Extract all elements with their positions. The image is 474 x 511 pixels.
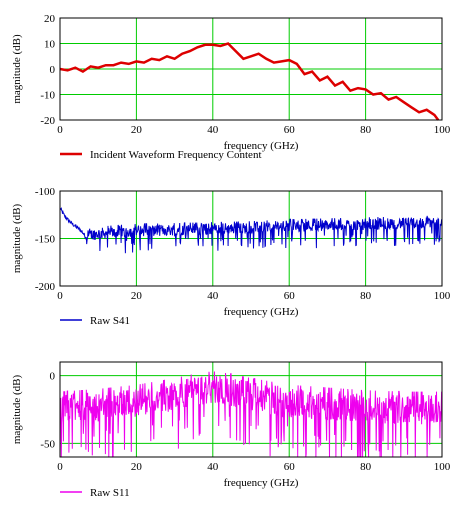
x-tick-label: 0	[57, 461, 63, 473]
legend-label: Raw S11	[90, 487, 130, 499]
series-line-s11	[59, 371, 443, 458]
x-tick-label: 20	[131, 461, 143, 473]
x-tick-label: 80	[360, 290, 372, 302]
y-tick-label: -200	[35, 281, 56, 293]
x-axis-label: frequency (GHz)	[224, 306, 299, 318]
x-tick-label: 100	[434, 290, 451, 302]
y-tick-label: -100	[35, 186, 56, 198]
x-axis-label: frequency (GHz)	[224, 140, 299, 152]
x-tick-label: 100	[434, 461, 451, 473]
x-tick-label: 80	[360, 124, 372, 136]
series-line-s41	[59, 207, 443, 254]
x-tick-label: 100	[434, 124, 451, 136]
y-tick-label: 0	[50, 371, 56, 383]
x-tick-label: 40	[207, 461, 219, 473]
legend-label: Raw S41	[90, 315, 130, 327]
x-tick-label: 40	[207, 124, 219, 136]
legend-label: Incident Waveform Frequency Content	[90, 149, 262, 161]
y-axis-label: magnitude (dB)	[11, 34, 23, 104]
x-tick-label: 60	[284, 290, 296, 302]
x-tick-label: 20	[131, 290, 143, 302]
y-tick-label: 0	[50, 64, 56, 76]
x-tick-label: 20	[131, 124, 143, 136]
plot-frame	[59, 17, 443, 121]
y-tick-label: -150	[35, 234, 56, 246]
y-axis-label: magnitude (dB)	[11, 203, 23, 273]
x-tick-label: 60	[284, 124, 296, 136]
x-tick-label: 60	[284, 461, 296, 473]
y-tick-label: -20	[40, 115, 55, 127]
x-axis-label: frequency (GHz)	[224, 477, 299, 489]
x-tick-label: 40	[207, 290, 219, 302]
y-tick-label: 20	[44, 13, 56, 25]
x-tick-label: 0	[57, 124, 63, 136]
y-tick-label: -50	[40, 438, 55, 450]
y-tick-label: 10	[44, 39, 56, 51]
x-tick-label: 80	[360, 461, 372, 473]
series-line-incident	[59, 42, 440, 121]
y-axis-label: magnitude (dB)	[11, 374, 23, 444]
plot-frame	[59, 361, 443, 458]
x-tick-label: 0	[57, 290, 63, 302]
plot-frame	[59, 190, 443, 287]
chart-panel-2: 0 20 40 60 80 100 -100 -150 -200 frequency (GHz) m…	[11, 186, 451, 327]
y-tick-label: -10	[40, 90, 55, 102]
